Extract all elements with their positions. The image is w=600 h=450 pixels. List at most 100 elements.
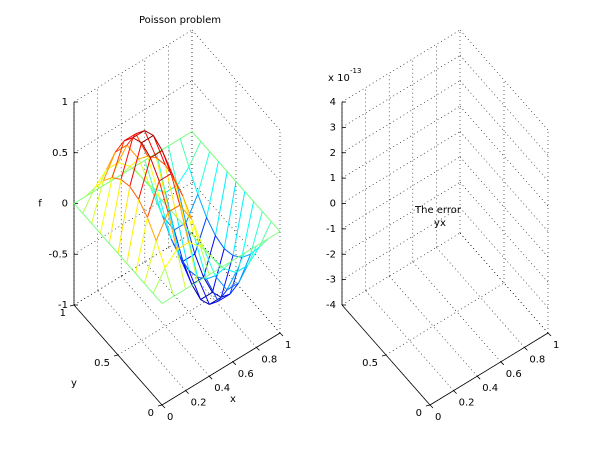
x-tick-label: 0 [167, 412, 173, 423]
z-tick-label: 0 [62, 199, 68, 210]
mesh-edge [152, 267, 166, 294]
mesh-edge [120, 137, 134, 180]
mesh-edge [162, 215, 175, 231]
grid-line [97, 290, 186, 391]
mesh-edge [209, 300, 219, 305]
mesh-edge [100, 233, 110, 244]
mesh-edge [179, 204, 192, 220]
mesh-edge [232, 252, 245, 261]
mesh-edge [188, 269, 202, 300]
mesh-edge [135, 217, 148, 274]
x-tick [476, 375, 481, 380]
x-tick [429, 404, 434, 409]
mesh-edge [235, 264, 248, 273]
mesh-edge [238, 265, 249, 283]
mesh-edge [214, 275, 228, 291]
mesh-edge [247, 246, 260, 266]
mesh-edge [144, 283, 154, 294]
mesh-edge [155, 157, 169, 208]
mesh-edge [97, 169, 107, 190]
mesh-edge [218, 161, 228, 172]
x-tick-label: 0.8 [529, 354, 545, 365]
mesh-edge [232, 255, 242, 258]
mesh-edge [209, 151, 219, 162]
mesh-edge [85, 187, 95, 197]
mesh-edge [152, 293, 163, 304]
x-label: x [440, 218, 446, 229]
grid-line [168, 247, 257, 348]
x-tick-label: 0.2 [459, 398, 475, 409]
mesh-edge [135, 133, 149, 157]
x-tick [500, 361, 505, 366]
grid-line [459, 182, 549, 283]
x-tick-label: 0.6 [238, 369, 254, 380]
z-label: f [38, 199, 42, 210]
mesh-edge [176, 242, 189, 251]
mesh-edge [176, 185, 187, 223]
x-tick [232, 361, 237, 366]
x-tick-label: 0.4 [482, 383, 498, 394]
x-tick-label: 1 [285, 340, 291, 351]
mesh-edge [235, 181, 246, 192]
mesh-edge [126, 133, 137, 146]
x-tick [185, 390, 189, 394]
mesh-edge [132, 137, 142, 144]
mesh-edge [200, 141, 210, 152]
mesh-edge [200, 299, 210, 305]
mesh-edge [126, 263, 136, 274]
mesh-edge [117, 144, 128, 163]
mesh-edge [200, 291, 213, 300]
grid-line [412, 261, 502, 362]
mesh-edge [112, 177, 122, 180]
mesh-edge [194, 217, 208, 255]
grid-line [436, 247, 525, 348]
mesh-edge [197, 194, 208, 218]
mesh-edge [203, 235, 216, 278]
mesh-edge [156, 145, 169, 154]
y-tick-label: 1 [60, 308, 66, 319]
x-tick [208, 375, 213, 380]
z-tick-label: 4 [330, 97, 336, 108]
x-tick [453, 390, 457, 394]
mesh-edge [103, 177, 113, 182]
mesh-edge [217, 289, 228, 302]
mesh-edge [197, 274, 210, 283]
mesh-edge [226, 171, 237, 182]
mesh-edge [118, 161, 131, 167]
mesh-edge [226, 272, 237, 291]
mesh-edge [94, 180, 104, 189]
y-tick-label: 0.5 [362, 358, 378, 369]
mesh-edge [188, 141, 202, 168]
mesh-edge [194, 253, 205, 278]
mesh-edge [73, 203, 84, 214]
mesh-edge [199, 246, 210, 275]
mesh-edge [158, 180, 169, 213]
mesh-edge [129, 142, 143, 187]
mesh-edge [167, 207, 178, 218]
mesh-edge [165, 184, 178, 193]
mesh-edge [161, 150, 172, 174]
mesh-edge [250, 211, 263, 255]
z-tick-label: -1 [326, 224, 336, 235]
x-tick-label: 0.2 [191, 398, 207, 409]
x-label: x [230, 394, 236, 405]
y-label: y [434, 218, 440, 229]
z-tick-label: 1 [330, 173, 336, 184]
grid-line [385, 282, 505, 356]
grid-line [365, 290, 454, 391]
mesh-edge [267, 231, 281, 240]
mesh-edge [138, 155, 148, 160]
mesh-edge [144, 130, 157, 159]
mesh-edge [185, 281, 198, 290]
mesh-edge [220, 259, 234, 268]
mesh-edge [135, 273, 145, 284]
grid-line [341, 29, 461, 103]
x-tick [256, 347, 260, 351]
mesh-edge [185, 222, 196, 255]
mesh-edge [256, 238, 269, 247]
mesh-edge [164, 249, 178, 269]
mesh-edge [123, 137, 133, 142]
mesh-edge [188, 241, 201, 247]
mesh-edge [250, 246, 260, 255]
